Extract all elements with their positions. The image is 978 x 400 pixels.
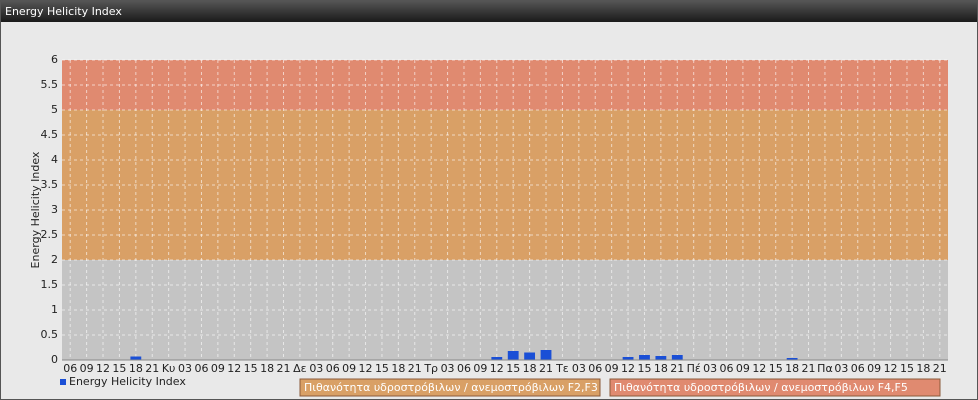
x-tick-label: 03 [572, 362, 586, 375]
x-tick-label: 21 [277, 362, 291, 375]
x-tick-label: 09 [342, 362, 356, 375]
legend-swatch [60, 379, 66, 385]
x-tick-label: 12 [884, 362, 898, 375]
bar [491, 357, 503, 360]
y-tick-label: 2 [51, 253, 58, 266]
x-tick-label: Κυ [162, 362, 176, 375]
x-tick-label: 15 [112, 362, 126, 375]
y-tick-label: 3 [51, 203, 58, 216]
x-tick-label: 15 [506, 362, 520, 375]
band-legend-label: Πιθανότητα υδροστρόβιλων / ανεμοστρόβιλω… [614, 381, 908, 394]
y-tick-label: 1 [51, 303, 58, 316]
x-tick-label: 18 [654, 362, 668, 375]
x-tick-label: 03 [703, 362, 717, 375]
x-tick-label: 03 [178, 362, 192, 375]
bar [671, 355, 683, 360]
x-tick-label: 21 [670, 362, 684, 375]
x-tick-label: 21 [145, 362, 159, 375]
bar [786, 358, 798, 360]
x-tick-label: 21 [539, 362, 553, 375]
x-tick-label: 15 [769, 362, 783, 375]
x-tick-label: Δε [293, 362, 307, 375]
x-tick-label: 15 [637, 362, 651, 375]
x-tick-label: Τε [555, 362, 569, 375]
y-tick-label: 0 [51, 353, 58, 366]
bar [655, 356, 667, 360]
bar [639, 355, 650, 360]
y-tick-label: 0.5 [41, 328, 59, 341]
x-tick-label: 06 [63, 362, 77, 375]
x-tick-label: 18 [391, 362, 405, 375]
y-tick-label: 4.5 [41, 128, 59, 141]
chart-title: Energy Helicity Index [5, 5, 122, 18]
x-tick-label: 06 [720, 362, 734, 375]
x-tick-label: 06 [326, 362, 340, 375]
x-tick-label: 12 [227, 362, 241, 375]
x-tick-label: 09 [211, 362, 225, 375]
x-tick-label: 06 [194, 362, 208, 375]
x-tick-label: 18 [129, 362, 143, 375]
bar [507, 351, 519, 360]
x-tick-label: 06 [588, 362, 602, 375]
y-tick-label: 2.5 [41, 228, 59, 241]
x-tick-label: 12 [752, 362, 766, 375]
x-tick-label: 18 [523, 362, 537, 375]
x-tick-label: 15 [375, 362, 389, 375]
x-tick-label: 12 [490, 362, 504, 375]
x-tick-label: 09 [867, 362, 881, 375]
x-tick-label: 15 [244, 362, 258, 375]
x-tick-label: 09 [473, 362, 487, 375]
x-tick-label: 21 [802, 362, 816, 375]
x-tick-label: 06 [851, 362, 865, 375]
title-bar [1, 1, 977, 22]
x-tick-label: 03 [309, 362, 323, 375]
y-tick-label: 1.5 [41, 278, 59, 291]
y-tick-label: 5 [51, 103, 58, 116]
band-legend-box [299, 378, 601, 397]
x-tick-label: Πα [817, 362, 833, 375]
y-tick-label: 6 [51, 53, 58, 66]
x-tick-label: 18 [916, 362, 930, 375]
x-tick-label: 09 [80, 362, 94, 375]
x-tick-label: 03 [441, 362, 455, 375]
x-tick-label: 09 [605, 362, 619, 375]
x-tick-label: 15 [900, 362, 914, 375]
x-tick-label: 09 [736, 362, 750, 375]
x-tick-label: 21 [933, 362, 947, 375]
x-tick-label: 18 [785, 362, 799, 375]
x-tick-label: 21 [408, 362, 422, 375]
band-legend-box [609, 378, 941, 397]
band-legend-label: Πιθανότητα υδροστρόβιλων / ανεμοστρόβιλω… [304, 381, 598, 394]
x-tick-label: 18 [260, 362, 274, 375]
x-tick-label: 12 [359, 362, 373, 375]
bar [524, 352, 536, 360]
x-tick-label: 06 [457, 362, 471, 375]
x-tick-label: Τρ [423, 362, 438, 375]
y-axis-label: Energy Helicity Index [29, 151, 42, 268]
x-tick-label: 03 [834, 362, 848, 375]
y-tick-label: 3.5 [41, 178, 59, 191]
x-tick-label: 12 [621, 362, 635, 375]
bar [540, 350, 552, 360]
x-tick-label: Πέ [687, 362, 701, 375]
bar [130, 356, 142, 360]
legend-label: Energy Helicity Index [69, 375, 186, 388]
y-tick-label: 5.5 [41, 78, 59, 91]
bar [622, 357, 634, 360]
y-tick-label: 4 [51, 153, 58, 166]
x-tick-label: 12 [96, 362, 110, 375]
